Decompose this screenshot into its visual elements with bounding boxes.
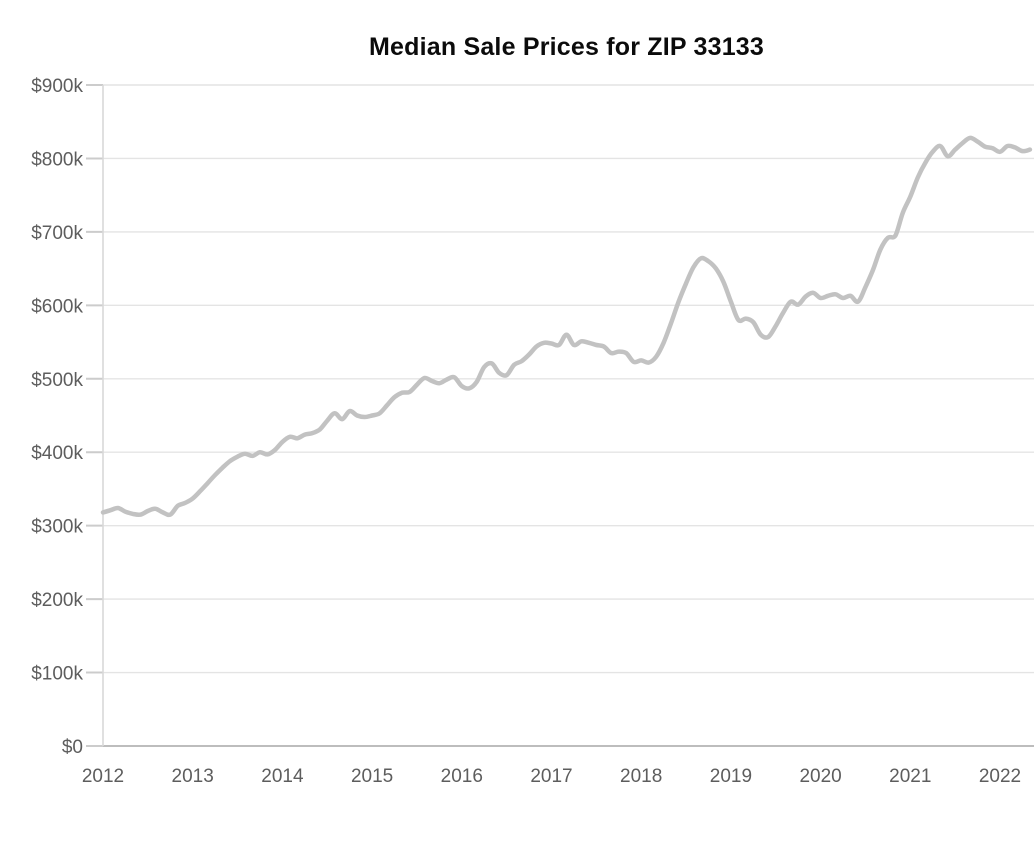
x-tick-label: 2022 xyxy=(979,766,1021,787)
y-tick-label: $100k xyxy=(31,664,83,685)
y-tick-label: $500k xyxy=(31,370,83,391)
x-tick-label: 2021 xyxy=(889,766,931,787)
y-tick-label: $800k xyxy=(31,149,83,170)
x-tick-label: 2013 xyxy=(172,766,214,787)
chart-title: Median Sale Prices for ZIP 33133 xyxy=(368,33,765,61)
y-tick-label: $400k xyxy=(31,443,83,464)
y-tick-label: $600k xyxy=(31,296,83,317)
median-price-line xyxy=(100,135,1033,518)
x-tick-label: 2014 xyxy=(261,766,304,787)
y-tick-label: $300k xyxy=(31,517,83,538)
y-tick-label: $200k xyxy=(31,590,83,611)
x-tick-label: 2020 xyxy=(799,766,841,787)
y-tick-label: $700k xyxy=(31,223,83,244)
x-tick-label: 2015 xyxy=(351,766,393,787)
x-tick-label: 2018 xyxy=(620,766,662,787)
y-tick-label: $900k xyxy=(31,76,83,97)
x-tick-label: 2019 xyxy=(710,766,752,787)
x-tick-label: 2017 xyxy=(530,766,572,787)
y-tick-label: $0 xyxy=(62,737,83,758)
x-tick-label: 2016 xyxy=(441,766,483,787)
x-tick-label: 2012 xyxy=(82,766,124,787)
